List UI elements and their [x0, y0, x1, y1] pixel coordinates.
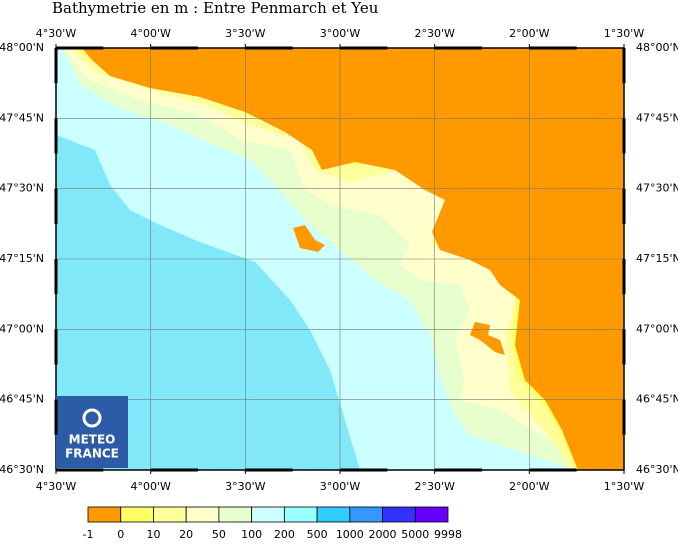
colorbar-label: 0 [117, 528, 124, 541]
land [82, 48, 624, 470]
colorbar-label: 2000 [369, 528, 397, 541]
lat-label: 47°00'N [0, 322, 44, 335]
colorbar: -1 0 10 20 50 100 200 500 1000 2000 5000 9998 [83, 506, 462, 541]
colorbar-label: -1 [83, 528, 94, 541]
lat-label: 46°45'N [636, 393, 678, 406]
colorbar-label: 20 [179, 528, 193, 541]
lon-label: 2°00'W [509, 27, 550, 40]
colorbar-box [251, 506, 285, 523]
lon-label: 3°30'W [225, 480, 266, 493]
logo-text: FRANCE [65, 447, 119, 461]
lon-label: 1°30'W [604, 27, 645, 40]
colorbar-label: 50 [212, 528, 226, 541]
lat-label: 48°00'N [636, 41, 678, 54]
colorbar-box [316, 506, 351, 523]
lat-label: 46°30'N [0, 463, 44, 476]
lat-label: 46°45'N [0, 393, 44, 406]
lat-label: 47°15'N [0, 252, 44, 265]
colorbar-box [87, 506, 122, 523]
colorbar-label: 9998 [434, 528, 462, 541]
colorbar-box [185, 506, 220, 523]
colorbar-label: 500 [307, 528, 328, 541]
colorbar-label: 1000 [336, 528, 364, 541]
lat-label: 47°45'N [636, 111, 678, 124]
lon-label: 3°30'W [225, 27, 266, 40]
colorbar-box [283, 506, 318, 523]
island [470, 322, 505, 355]
lon-label: 2°30'W [414, 27, 455, 40]
lon-label: 1°30'W [604, 480, 645, 493]
island [293, 225, 325, 252]
colorbar-box [414, 506, 449, 523]
logo-text: METEO [69, 433, 116, 447]
colorbar-box [120, 506, 154, 523]
lat-label: 47°00'N [636, 322, 678, 335]
lat-label: 48°00'N [0, 41, 44, 54]
colorbar-label: 10 [146, 528, 160, 541]
logo: METEO FRANCE [56, 396, 128, 468]
colorbar-label: 100 [241, 528, 262, 541]
lon-label: 4°00'W [130, 27, 171, 40]
map-area [55, 47, 625, 471]
lon-label: 3°00'W [320, 480, 361, 493]
lon-label: 4°30'W [36, 480, 77, 493]
water-deep [56, 135, 360, 470]
map-title: Bathymetrie en m : Entre Penmarch et Yeu [52, 0, 379, 17]
lon-label: 2°30'W [414, 480, 455, 493]
colorbar-label: 200 [274, 528, 295, 541]
colorbar-box [153, 506, 187, 523]
colorbar-box [218, 506, 253, 523]
lat-label: 46°30'N [636, 463, 678, 476]
lon-label: 4°00'W [130, 480, 171, 493]
lat-label: 47°30'N [0, 182, 44, 195]
lon-label: 2°00'W [509, 480, 550, 493]
logo-icon [82, 408, 102, 428]
logo-background [56, 396, 128, 468]
lat-label: 47°15'N [636, 252, 678, 265]
colorbar-box [382, 506, 416, 523]
lon-label: 3°00'W [320, 27, 361, 40]
colorbar-label: 5000 [401, 528, 429, 541]
lat-label: 47°30'N [636, 182, 678, 195]
colorbar-box [349, 506, 383, 523]
lat-label: 47°45'N [0, 111, 44, 124]
lon-label: 4°30'W [36, 27, 77, 40]
